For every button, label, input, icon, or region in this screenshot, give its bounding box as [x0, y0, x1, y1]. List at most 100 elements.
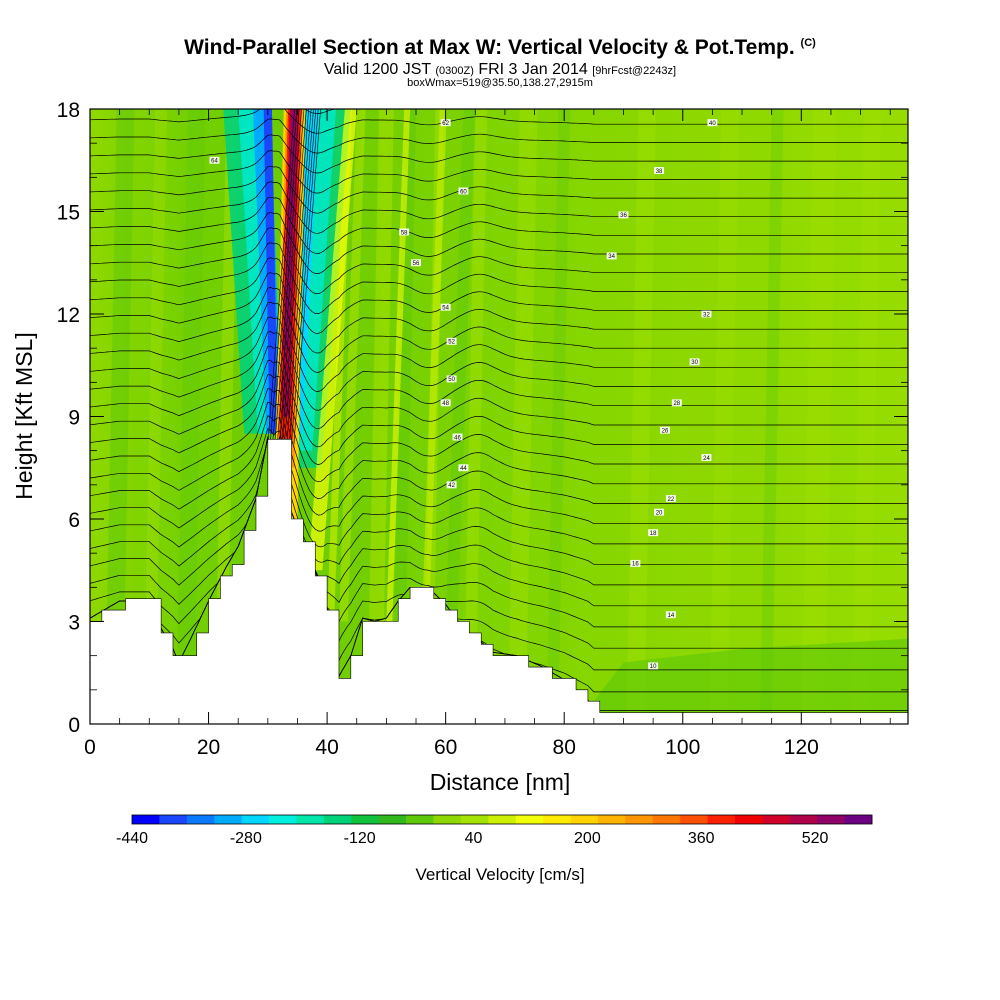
- isentrope-line: [90, 436, 908, 607]
- isentrope-line: [90, 257, 908, 334]
- isentrope-label: 60: [458, 187, 469, 195]
- isentrope-label: 38: [654, 167, 665, 175]
- isentrope-line: [90, 272, 908, 354]
- isentrope-contours: [90, 109, 908, 711]
- colorbar-swatch: [132, 815, 160, 824]
- chart-subtitle: Valid 1200 JST (0300Z) FRI 3 Jan 2014 [9…: [323, 61, 677, 78]
- isentrope-label: 20: [654, 508, 665, 516]
- colorbar-swatch: [625, 815, 654, 824]
- isentrope-label: 44: [458, 464, 469, 472]
- isentrope-line: [90, 401, 908, 516]
- field-band: [104, 109, 135, 724]
- wave-streak: [338, 109, 366, 622]
- colorbar-swatch: [543, 815, 571, 824]
- colorbar-tick-label: 40: [465, 830, 483, 847]
- isentrope-label: 62: [440, 119, 451, 127]
- colorbar-swatch: [707, 815, 736, 824]
- field-band: [214, 109, 239, 724]
- isentrope-label: 48: [440, 399, 451, 407]
- svg-text:58: 58: [401, 230, 408, 236]
- colorbar-swatch: [406, 815, 434, 824]
- field-band: [851, 109, 882, 724]
- x-axis-label: Distance [nm]: [430, 769, 571, 795]
- svg-text:20: 20: [656, 510, 663, 516]
- x-tick-label: 100: [665, 736, 700, 759]
- svg-text:36: 36: [620, 213, 627, 219]
- svg-text:42: 42: [448, 483, 455, 489]
- colorbar-swatch: [734, 815, 763, 824]
- field-band: [392, 109, 417, 724]
- svg-text:54: 54: [442, 305, 449, 311]
- svg-text:38: 38: [656, 169, 663, 175]
- y-tick-label: 3: [68, 612, 80, 635]
- copyright-mark: (C): [800, 37, 816, 49]
- colorbar-swatch: [488, 815, 517, 824]
- colorbar-swatch: [269, 815, 297, 824]
- svg-text:64: 64: [211, 159, 218, 165]
- field-band: [709, 109, 740, 724]
- isentrope-label: 18: [648, 529, 659, 537]
- colorbar-tick-label: 360: [688, 830, 715, 847]
- colorbar-swatch: [296, 815, 325, 824]
- core-band: [263, 109, 278, 434]
- isentrope-line: [90, 109, 908, 134]
- colorbar-swatch: [241, 815, 270, 824]
- colorbar-swatch: [570, 815, 599, 824]
- isentrope-line: [90, 331, 908, 430]
- colorbar-swatch: [817, 815, 845, 824]
- isentrope-label: 26: [659, 426, 670, 434]
- isentrope-line: [90, 316, 908, 411]
- isentrope-line: [90, 301, 908, 392]
- low-level-region: [576, 638, 908, 724]
- isentrope-line: [90, 181, 908, 234]
- svg-text:48: 48: [442, 401, 449, 407]
- colorbar-swatch: [680, 815, 708, 824]
- svg-text:62: 62: [442, 121, 449, 127]
- isentrope-label: 42: [446, 481, 457, 489]
- isentrope-label: 64: [209, 156, 220, 165]
- colorbar-swatch: [159, 815, 188, 824]
- isentrope-line: [279, 109, 307, 444]
- colorbar-swatch: [378, 815, 407, 824]
- x-tick-label: 0: [84, 736, 96, 759]
- field-band: [801, 109, 837, 724]
- isentrope-labels: 10 14 16 18 20 22 24 26 28 30 32 34 36 38 40 42 44 46 48 50…: [209, 119, 718, 670]
- isentrope-label: 32: [701, 310, 712, 318]
- svg-text:32: 32: [703, 312, 710, 318]
- svg-text:30: 30: [691, 360, 698, 366]
- x-tick-label: 40: [315, 736, 338, 759]
- svg-text:44: 44: [460, 466, 467, 472]
- isentrope-line: [90, 345, 908, 448]
- colorbar-tick-label: 200: [574, 830, 601, 847]
- colorbar: -440 -280 -120 40 200 360 520: [116, 814, 873, 847]
- isentrope-line: [281, 109, 309, 444]
- isentrope-line: [90, 374, 908, 483]
- colorbar-swatch: [351, 815, 380, 824]
- svg-text:10: 10: [650, 664, 657, 670]
- wave-streak: [386, 109, 411, 622]
- isentrope-line: [90, 196, 908, 254]
- isentrope-line: [90, 227, 908, 295]
- field-band: [143, 109, 168, 724]
- isentrope-line: [90, 134, 908, 174]
- isentrope-line: [284, 109, 312, 444]
- isentrope-label: 40: [707, 119, 718, 127]
- core-band: [308, 109, 357, 571]
- isentrope-line: [90, 165, 908, 214]
- colorbar-title: Vertical Velocity [cm/s]: [415, 865, 584, 884]
- svg-text:50: 50: [448, 377, 455, 383]
- isentrope-label: 54: [440, 303, 451, 311]
- utc-time: (0300Z): [435, 65, 474, 77]
- isentrope-line: [90, 435, 908, 565]
- chart-title: Wind-Parallel Section at Max W: Vertical…: [184, 36, 816, 59]
- x-tick-label: 80: [553, 736, 576, 759]
- isentrope-label: 36: [618, 211, 629, 219]
- colorbar-swatch: [652, 815, 681, 824]
- isentrope-line: [274, 109, 302, 444]
- isentrope-line: [90, 436, 908, 586]
- svg-text:22: 22: [668, 497, 675, 503]
- isentrope-line: [90, 242, 908, 314]
- field-band: [175, 109, 206, 724]
